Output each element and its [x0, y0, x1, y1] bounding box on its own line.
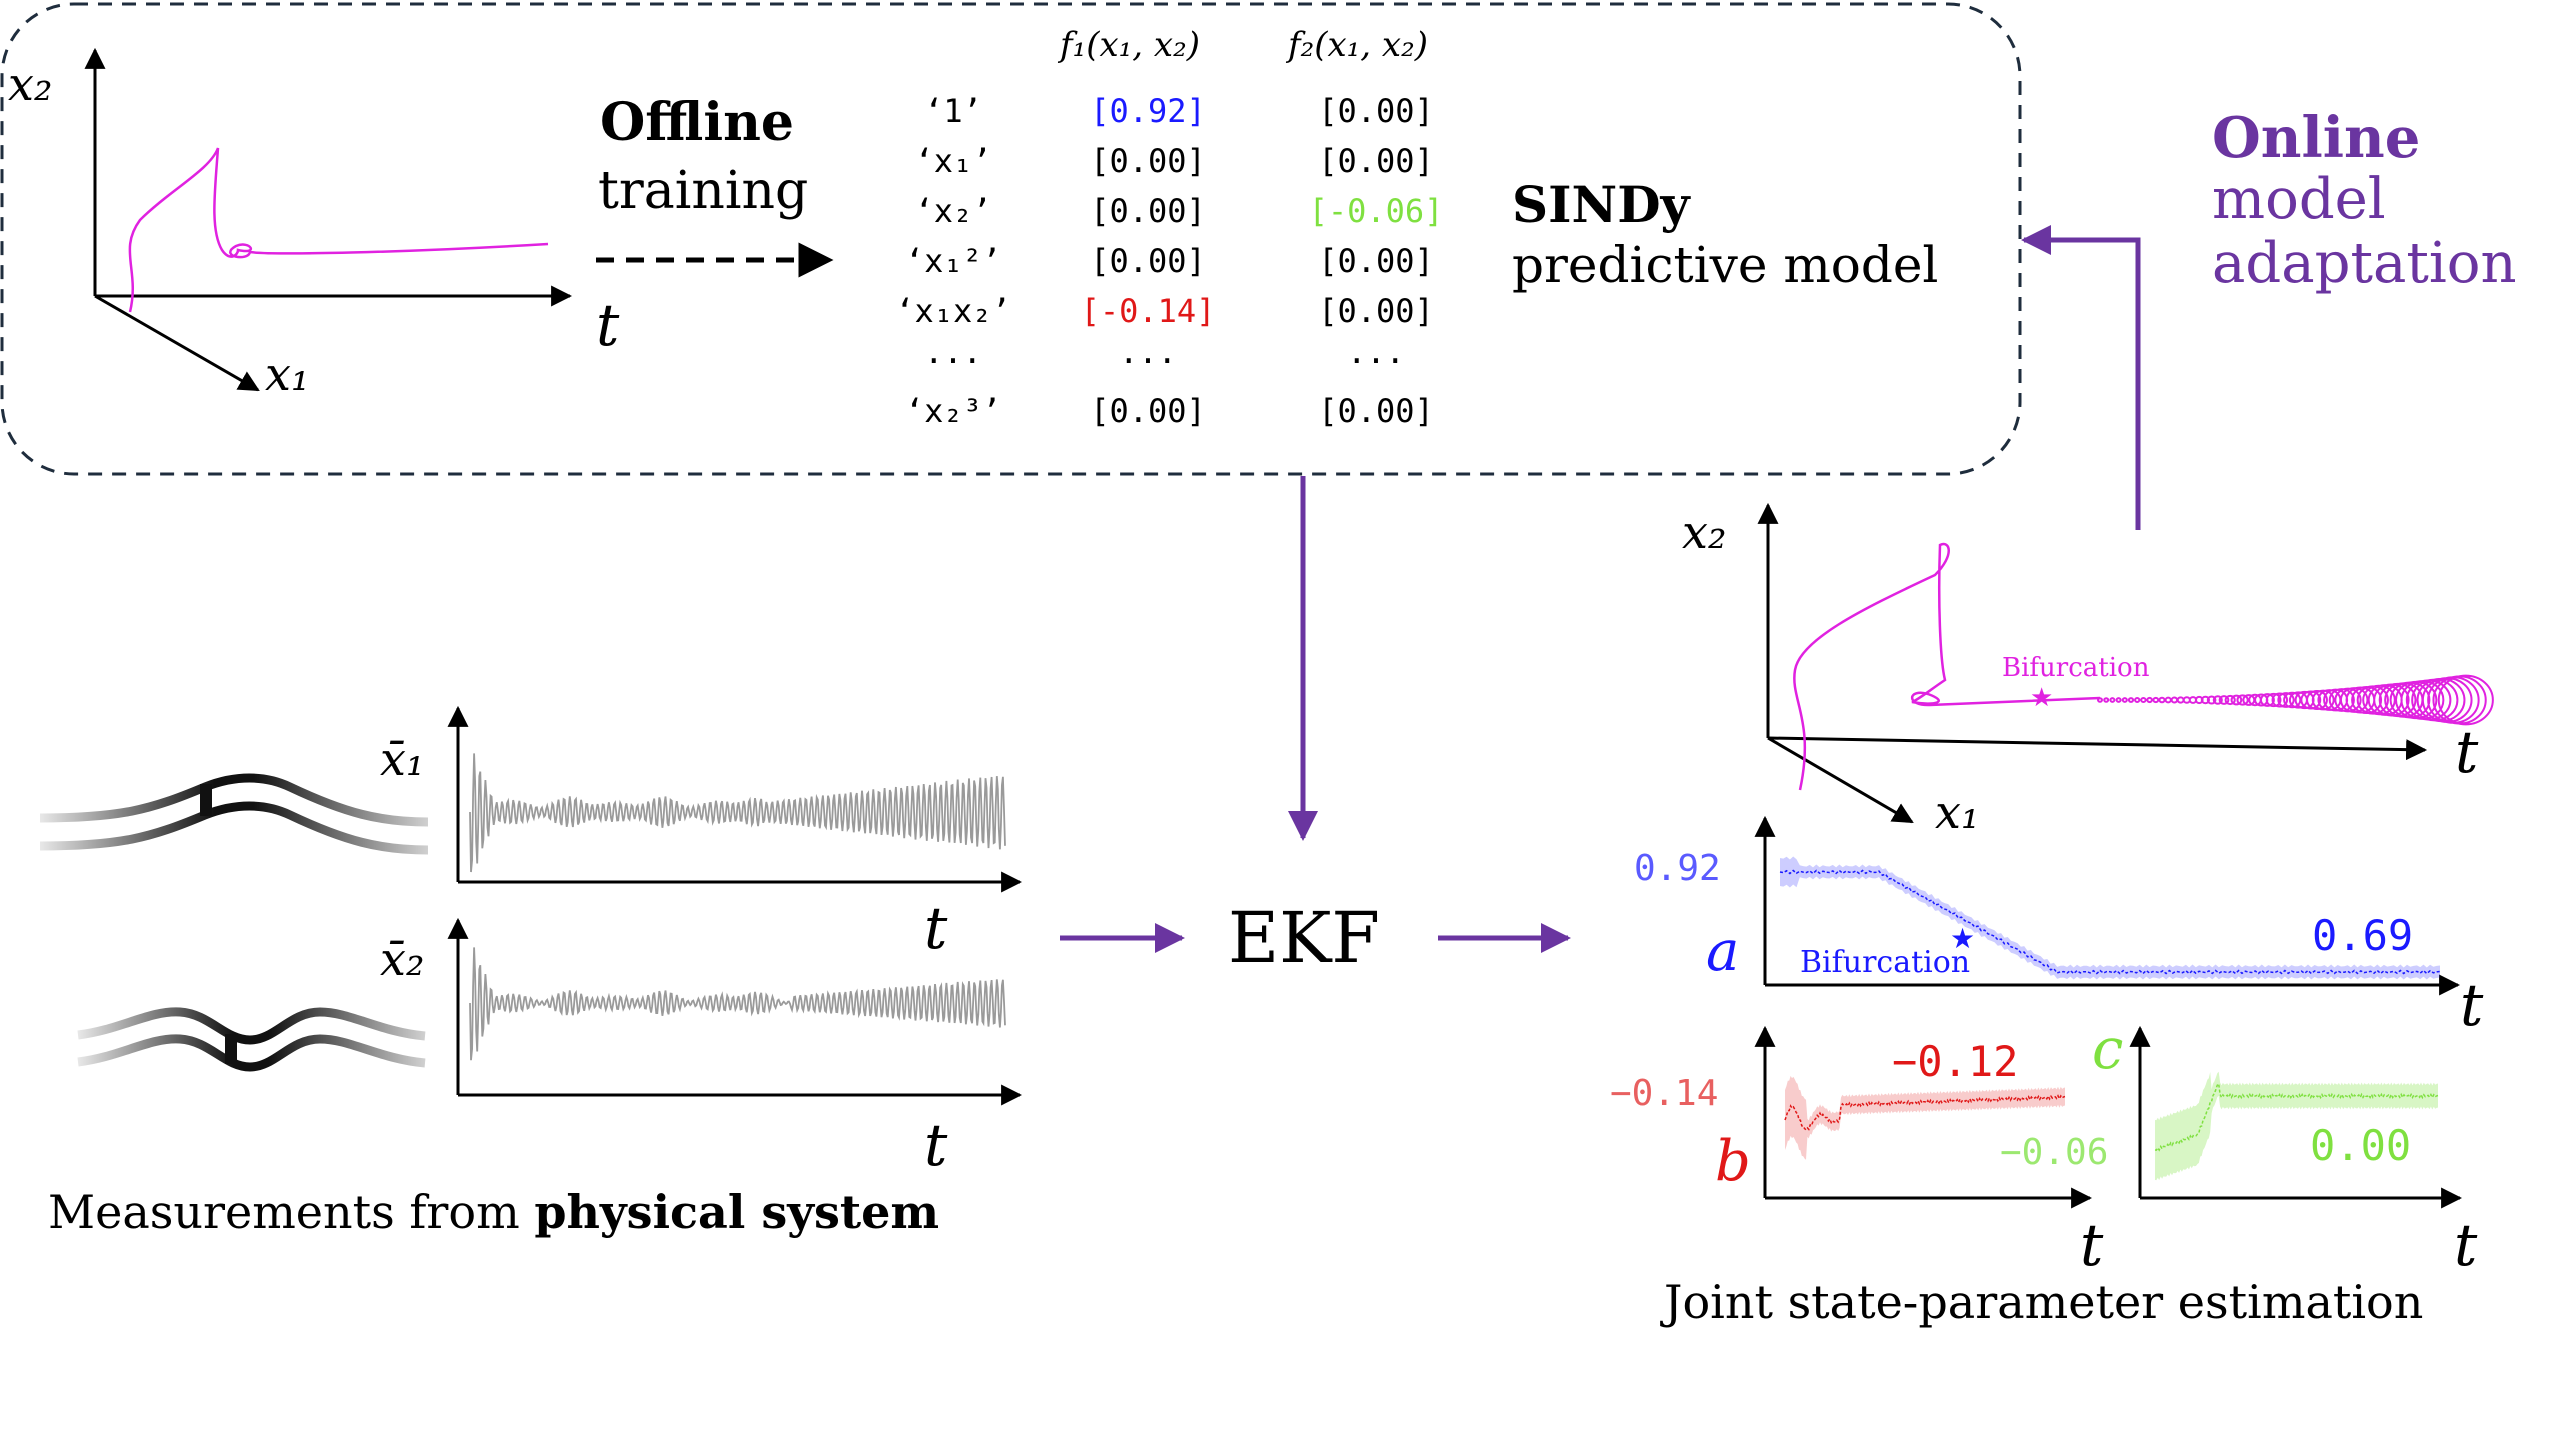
offline-title: Offline [600, 92, 794, 153]
table-term: ‘x₁x₂’ [895, 292, 1011, 330]
online-bifurcation-star: ★ [2030, 683, 2053, 712]
signal-x2-label: x̄₂ [380, 932, 424, 986]
estimation-caption: Joint state-parameter estimation [1660, 1275, 2423, 1329]
measurements-caption: Measurements from physical system [48, 1185, 939, 1239]
table-header-f1: f₁(x₁, x₂) [1057, 25, 1200, 65]
offline-subtitle: training [598, 161, 808, 221]
estimate-c-end-value: 0.00 [2310, 1121, 2411, 1170]
offline-phase-plot: x₂ x₁ t [8, 47, 620, 401]
table-f1-value: [0.00] [1090, 242, 1206, 280]
offline-trajectory [128, 147, 549, 313]
online-bifurcation-label: Bifurcation [2002, 653, 2150, 683]
table-f1-value: ··· [1119, 342, 1177, 380]
table-f2-value: [0.00] [1318, 292, 1434, 330]
table-term: ··· [924, 342, 982, 380]
table-f1-value: [0.92] [1090, 92, 1206, 130]
estimate-b-label: b [1715, 1129, 1751, 1194]
offline-x1-label: x₁ [265, 347, 309, 401]
table-f2-value: ··· [1347, 342, 1405, 380]
estimate-c-label: c [2092, 1017, 2123, 1082]
estimate-b-start-value: −0.14 [1610, 1073, 1718, 1114]
offline-t-label: t [596, 291, 620, 359]
online-phase-plot: ★ Bifurcation x₂ x₁ t [1682, 502, 2494, 839]
offline-box [0, 2, 2022, 476]
beam-mode1-image [39, 773, 429, 855]
table-f2-value: [0.00] [1318, 392, 1434, 430]
estimate-b-t-label: t [2080, 1211, 2104, 1279]
beam-mode2-image [77, 1007, 426, 1072]
signal-x2-t-label: t [924, 1111, 948, 1179]
measurements-caption-pre: Measurements from [48, 1185, 534, 1239]
estimate-c-t-label: t [2454, 1211, 2478, 1279]
table-term: ‘x₂³’ [905, 392, 1001, 430]
table-term: ‘x₁’ [914, 142, 991, 180]
estimate-a-star: ★ [1950, 924, 1975, 955]
table-f1-value: [0.00] [1090, 192, 1206, 230]
sindy-title: SINDy [1512, 175, 1692, 234]
signal-x1-label: x̄₁ [380, 732, 424, 786]
estimate-a-start-value: 0.92 [1634, 848, 1721, 889]
online-feedback-arrow [2021, 225, 2141, 530]
online-trajectory [1793, 542, 2101, 791]
table-f1-value: [-0.14] [1081, 292, 1216, 330]
estimate-plot-c: c −0.06 0.00 t [2000, 1017, 2478, 1279]
estimate-a-label: a [1706, 919, 1739, 984]
table-f1-value: [0.00] [1090, 142, 1206, 180]
offline-x2-label: x₂ [8, 57, 52, 111]
online-t-label: t [2455, 718, 2479, 786]
table-header-f2: f₂(x₁, x₂) [1285, 25, 1428, 65]
online-x2-label: x₂ [1682, 505, 1726, 559]
estimate-plot-a: ★ Bifurcation a 0.92 0.69 t [1634, 815, 2484, 1039]
table-f2-value: [0.00] [1318, 92, 1434, 130]
signal-x1-t-label: t [924, 894, 948, 962]
estimate-plot-b: b −0.14 −0.12 t [1610, 1025, 2104, 1279]
online-trajectory-coils [2097, 674, 2494, 726]
online-line2: model [2212, 167, 2386, 232]
estimate-b-end-value: −0.12 [1892, 1037, 2018, 1086]
signal-plot-x2: x̄₂ t [380, 917, 1023, 1179]
table-term: ‘x₂’ [914, 192, 991, 230]
table-f2-value: [0.00] [1318, 242, 1434, 280]
table-f1-value: [0.00] [1090, 392, 1206, 430]
table-f2-value: [-0.06] [1309, 192, 1444, 230]
online-line3: adaptation [2212, 231, 2517, 296]
table-term: ‘x₁²’ [905, 242, 1001, 280]
table-term: ‘1’ [924, 92, 982, 130]
table-f2-value: [0.00] [1318, 142, 1434, 180]
coefficient-table: f₁(x₁, x₂) f₂(x₁, x₂) ‘1’ [0.92] [0.00] ‘x₁… [895, 25, 1443, 430]
estimate-a-t-label: t [2460, 971, 2484, 1039]
estimate-a-bifurcation: Bifurcation [1800, 945, 1970, 980]
online-title: Online [2212, 105, 2420, 171]
estimate-a-end-value: 0.69 [2312, 911, 2413, 960]
ekf-label: EKF [1228, 897, 1380, 979]
sindy-subtitle: predictive model [1512, 236, 1938, 294]
estimate-c-start-value: −0.06 [2000, 1132, 2108, 1173]
measurements-caption-bold: physical system [534, 1185, 939, 1239]
signal-plot-x1: x̄₁ t [380, 705, 1023, 962]
online-x1-label: x₁ [1935, 785, 1979, 839]
